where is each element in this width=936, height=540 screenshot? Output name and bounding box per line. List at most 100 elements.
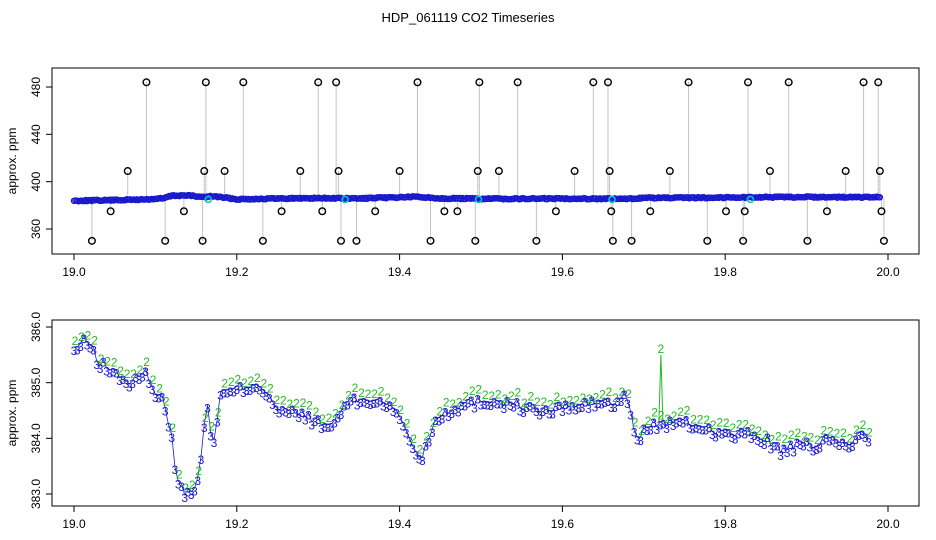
series2-glyph: 2: [794, 426, 801, 440]
series3-glyph: 3: [84, 338, 91, 352]
outlier-point: [161, 236, 170, 245]
series3-glyph: 3: [165, 421, 172, 435]
series2-glyph: 2: [645, 414, 652, 428]
series3-glyph: 3: [774, 439, 781, 453]
outlier-point: [318, 207, 327, 216]
series2-glyph: 2: [449, 397, 456, 411]
series3-glyph: 3: [676, 415, 683, 429]
series3-glyph: 3: [149, 383, 156, 397]
outlier-point: [722, 207, 731, 216]
upper-x-tick-label: 19.0: [62, 265, 86, 279]
series3-glyph: 3: [168, 431, 175, 445]
series3-glyph: 3: [448, 407, 455, 421]
series2-glyph: 2: [85, 328, 92, 342]
series2-glyph: 2: [306, 399, 313, 413]
series3-glyph: 3: [637, 434, 644, 448]
outlier-point: [646, 207, 655, 216]
series3-glyph: 3: [312, 415, 319, 429]
series3-glyph: 3: [764, 431, 771, 445]
series2-glyph: 2: [234, 373, 241, 387]
series2-glyph: 2: [319, 412, 326, 426]
series2-glyph: 2: [671, 409, 678, 423]
series2-glyph: 2: [697, 413, 704, 427]
series3-glyph: 3: [71, 344, 78, 358]
series3-glyph: 3: [719, 427, 726, 441]
series3-glyph: 3: [318, 422, 325, 436]
series2-glyph: 2: [749, 422, 756, 436]
series3-glyph: 3: [813, 443, 820, 457]
series3-glyph: 3: [422, 440, 429, 454]
series3-glyph: 3: [321, 421, 328, 435]
series3-glyph: 3: [201, 421, 208, 435]
series3-glyph: 3: [859, 428, 866, 442]
series3-glyph: 3: [351, 391, 358, 405]
series3-glyph: 3: [689, 423, 696, 437]
series3-glyph: 3: [360, 396, 367, 410]
series2-glyph: 2: [573, 393, 580, 407]
series2-glyph: 2: [150, 373, 157, 387]
series3-glyph: 3: [478, 398, 485, 412]
series2-glyph: 2: [534, 395, 541, 409]
series3-glyph: 3: [500, 402, 507, 416]
series3-glyph: 3: [347, 394, 354, 408]
series3-glyph: 3: [198, 453, 205, 467]
series2-glyph: 2: [247, 374, 254, 388]
series2-glyph: 2: [208, 420, 215, 434]
series3-glyph: 3: [191, 485, 198, 499]
series3-glyph: 3: [302, 413, 309, 427]
series3-glyph: 3: [803, 435, 810, 449]
series3-glyph: 3: [139, 370, 146, 384]
series3-glyph: 3: [833, 437, 840, 451]
series2-glyph: 2: [475, 383, 482, 397]
spike-path: [658, 354, 664, 422]
series2-glyph: 2: [404, 417, 411, 431]
upper-y-tick-label: 440: [29, 124, 43, 144]
series2-glyph: 2: [221, 376, 228, 390]
series3-glyph: 3: [116, 374, 123, 388]
series3-glyph: 3: [334, 411, 341, 425]
series3-glyph: 3: [787, 438, 794, 452]
series3-glyph: 3: [133, 371, 140, 385]
series3-glyph: 3: [364, 397, 371, 411]
series3-glyph: 3: [507, 399, 514, 413]
series3-glyph: 3: [693, 422, 700, 436]
series3-glyph: 3: [282, 406, 289, 420]
series3-glyph: 3: [266, 392, 273, 406]
series3-glyph: 3: [253, 381, 260, 395]
series3-glyph: 3: [390, 405, 397, 419]
series3-glyph: 3: [207, 430, 214, 444]
series3-glyph: 3: [146, 377, 153, 391]
series3-glyph: 3: [325, 421, 332, 435]
series3-glyph: 3: [416, 453, 423, 467]
upper-panel: 19.0 19.2 19.4 19.6 19.8 20.0 360 400 440 480 app…: [5, 67, 920, 279]
lower-data-layer: 2323323323323323323323323323323323323323…: [71, 328, 873, 505]
outlier-point: [589, 78, 598, 87]
series2-glyph: 2: [736, 418, 743, 432]
series3-glyph: 3: [611, 401, 618, 415]
series3-glyph: 3: [530, 402, 537, 416]
series3-glyph: 3: [393, 407, 400, 421]
series3-glyph: 3: [487, 399, 494, 413]
series2-glyph: 2: [391, 395, 398, 409]
series3-glyph: 3: [816, 442, 823, 456]
series3-glyph: 3: [631, 425, 638, 439]
series3-glyph: 3: [435, 414, 442, 428]
series3-glyph: 3: [650, 416, 657, 430]
series2-glyph: 2: [762, 428, 769, 442]
series2-glyph: 2: [345, 388, 352, 402]
series2-glyph: 2: [814, 433, 821, 447]
series3-glyph: 3: [409, 442, 416, 456]
series3-glyph: 3: [224, 386, 231, 400]
lower-x-tick-label: 19.2: [225, 517, 249, 531]
series3-glyph: 3: [543, 403, 550, 417]
series2-glyph: 2: [130, 367, 137, 381]
outlier-point: [743, 78, 752, 87]
series2-glyph: 2: [742, 418, 749, 432]
series3-glyph: 3: [800, 440, 807, 454]
spike-glyph: 2: [658, 342, 665, 356]
series2-glyph: 2: [462, 389, 469, 403]
series3-glyph: 3: [406, 435, 413, 449]
series2-glyph: 2: [352, 381, 359, 395]
series3-glyph: 3: [640, 422, 647, 436]
series3-glyph: 3: [103, 364, 110, 378]
